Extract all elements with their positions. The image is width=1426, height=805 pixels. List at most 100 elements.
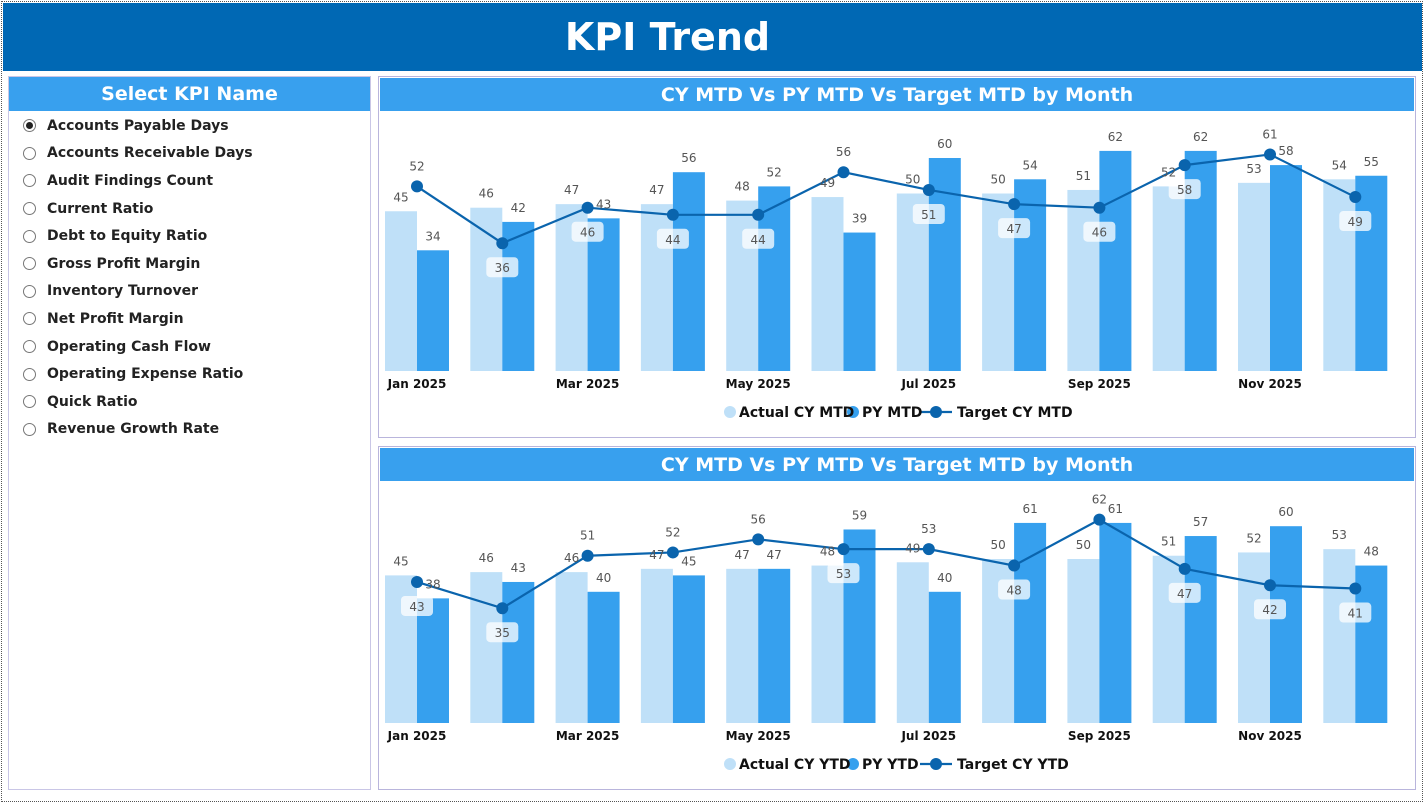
bar-py xyxy=(1014,522,1047,723)
bar-actual xyxy=(385,211,417,371)
label-target: 48 xyxy=(1006,584,1021,598)
target-line xyxy=(416,518,1356,610)
target-point xyxy=(1349,582,1362,595)
label-actual: 45 xyxy=(393,190,408,204)
radio-button[interactable] xyxy=(23,229,36,243)
radio-button[interactable] xyxy=(23,257,36,271)
label-py: 55 xyxy=(1364,155,1379,169)
legend-label: PY MTD xyxy=(862,405,922,421)
legend-label: PY YTD xyxy=(862,757,919,773)
kpi-option-label: Accounts Receivable Days xyxy=(47,145,253,162)
target-point xyxy=(837,543,850,556)
label-target-box xyxy=(1168,179,1201,200)
x-tick-label: Nov 2025 xyxy=(1238,377,1302,391)
label-py: 52 xyxy=(767,165,782,179)
radio-button[interactable] xyxy=(23,174,36,188)
kpi-option-label: Inventory Turnover xyxy=(47,283,198,300)
label-target: 53 xyxy=(836,567,851,581)
label-actual: 47 xyxy=(735,548,750,562)
kpi-option[interactable]: Operating Cash Flow xyxy=(9,333,370,361)
kpi-option[interactable]: Inventory Turnover xyxy=(9,278,370,306)
kpi-option[interactable]: Net Profit Margin xyxy=(9,305,370,333)
kpi-option-label: Gross Profit Margin xyxy=(47,255,201,272)
bar-py xyxy=(502,221,535,371)
radio-button[interactable] xyxy=(23,312,36,326)
label-py: 47 xyxy=(767,548,782,562)
label-target: 47 xyxy=(1177,587,1192,601)
label-target-box xyxy=(998,579,1031,600)
radio-button[interactable] xyxy=(23,340,36,354)
label-actual: 51 xyxy=(1076,169,1091,183)
label-target: 51 xyxy=(921,208,936,222)
label-actual: 45 xyxy=(393,554,408,568)
bar-actual xyxy=(896,562,929,723)
label-py: 48 xyxy=(1364,545,1379,559)
label-target-box xyxy=(912,203,945,224)
label-target-box xyxy=(486,257,519,278)
target-line xyxy=(416,153,1356,245)
kpi-option[interactable]: Quick Ratio xyxy=(9,388,370,416)
target-point xyxy=(752,208,765,221)
label-py: 40 xyxy=(937,571,952,585)
bar-py xyxy=(1099,150,1132,371)
radio-button[interactable] xyxy=(23,119,36,133)
kpi-option[interactable]: Current Ratio xyxy=(9,195,370,223)
radio-button[interactable] xyxy=(23,284,36,298)
kpi-option-label: Operating Cash Flow xyxy=(47,338,211,355)
kpi-option-label: Net Profit Margin xyxy=(47,310,184,327)
label-target: 58 xyxy=(1177,183,1192,197)
target-point xyxy=(1093,201,1106,214)
kpi-option-label: Revenue Growth Rate xyxy=(47,421,220,438)
label-py: 43 xyxy=(511,561,526,575)
kpi-option[interactable]: Gross Profit Margin xyxy=(9,250,370,278)
kpi-option[interactable]: Debt to Equity Ratio xyxy=(9,222,370,250)
label-py: 59 xyxy=(852,508,867,522)
label-actual: 50 xyxy=(1076,538,1091,552)
target-point xyxy=(1178,159,1191,172)
bar-actual xyxy=(811,197,844,371)
target-point xyxy=(666,546,679,559)
label-py: 54 xyxy=(1022,158,1037,172)
label-actual: 53 xyxy=(1332,528,1347,542)
bar-py xyxy=(758,568,791,723)
label-py: 42 xyxy=(511,201,526,215)
bar-py xyxy=(1270,165,1302,371)
kpi-option[interactable]: Accounts Payable Days xyxy=(9,112,370,140)
radio-button[interactable] xyxy=(23,395,36,409)
radio-button[interactable] xyxy=(23,146,36,160)
bar-actual xyxy=(1323,179,1356,371)
label-target-box xyxy=(1339,602,1372,623)
target-point xyxy=(1178,562,1191,575)
legend-label: Target CY YTD xyxy=(957,757,1069,773)
kpi-option[interactable]: Operating Expense Ratio xyxy=(9,360,370,388)
kpi-option[interactable]: Audit Findings Count xyxy=(9,167,370,195)
legend-actual-marker xyxy=(724,406,736,418)
label-target-box xyxy=(998,218,1031,239)
label-actual: 52 xyxy=(1161,165,1176,179)
bar-actual xyxy=(811,565,844,723)
radio-button[interactable] xyxy=(23,422,36,436)
label-actual: 46 xyxy=(564,551,579,565)
slicer-title: Select KPI Name xyxy=(9,77,370,111)
chart-ytd: CY MTD Vs PY MTD Vs Target MTD by Month … xyxy=(378,446,1416,790)
target-point xyxy=(922,543,935,556)
bar-actual xyxy=(1323,549,1356,723)
label-actual: 47 xyxy=(649,183,664,197)
label-target: 49 xyxy=(1348,215,1363,229)
radio-button[interactable] xyxy=(23,202,36,216)
label-actual: 48 xyxy=(820,545,835,559)
bar-actual xyxy=(726,568,759,723)
target-point xyxy=(496,237,509,250)
legend-target-marker xyxy=(930,758,942,770)
bar-py xyxy=(587,591,620,723)
label-target-box xyxy=(827,563,860,584)
kpi-option[interactable]: Accounts Receivable Days xyxy=(9,140,370,168)
radio-button[interactable] xyxy=(23,367,36,381)
legend-label: Target CY MTD xyxy=(957,405,1073,421)
kpi-option[interactable]: Revenue Growth Rate xyxy=(9,416,370,444)
legend-py-marker xyxy=(847,758,859,770)
bar-actual xyxy=(470,572,503,723)
legend-label: Actual CY MTD xyxy=(739,405,854,421)
bar-actual xyxy=(470,207,503,371)
